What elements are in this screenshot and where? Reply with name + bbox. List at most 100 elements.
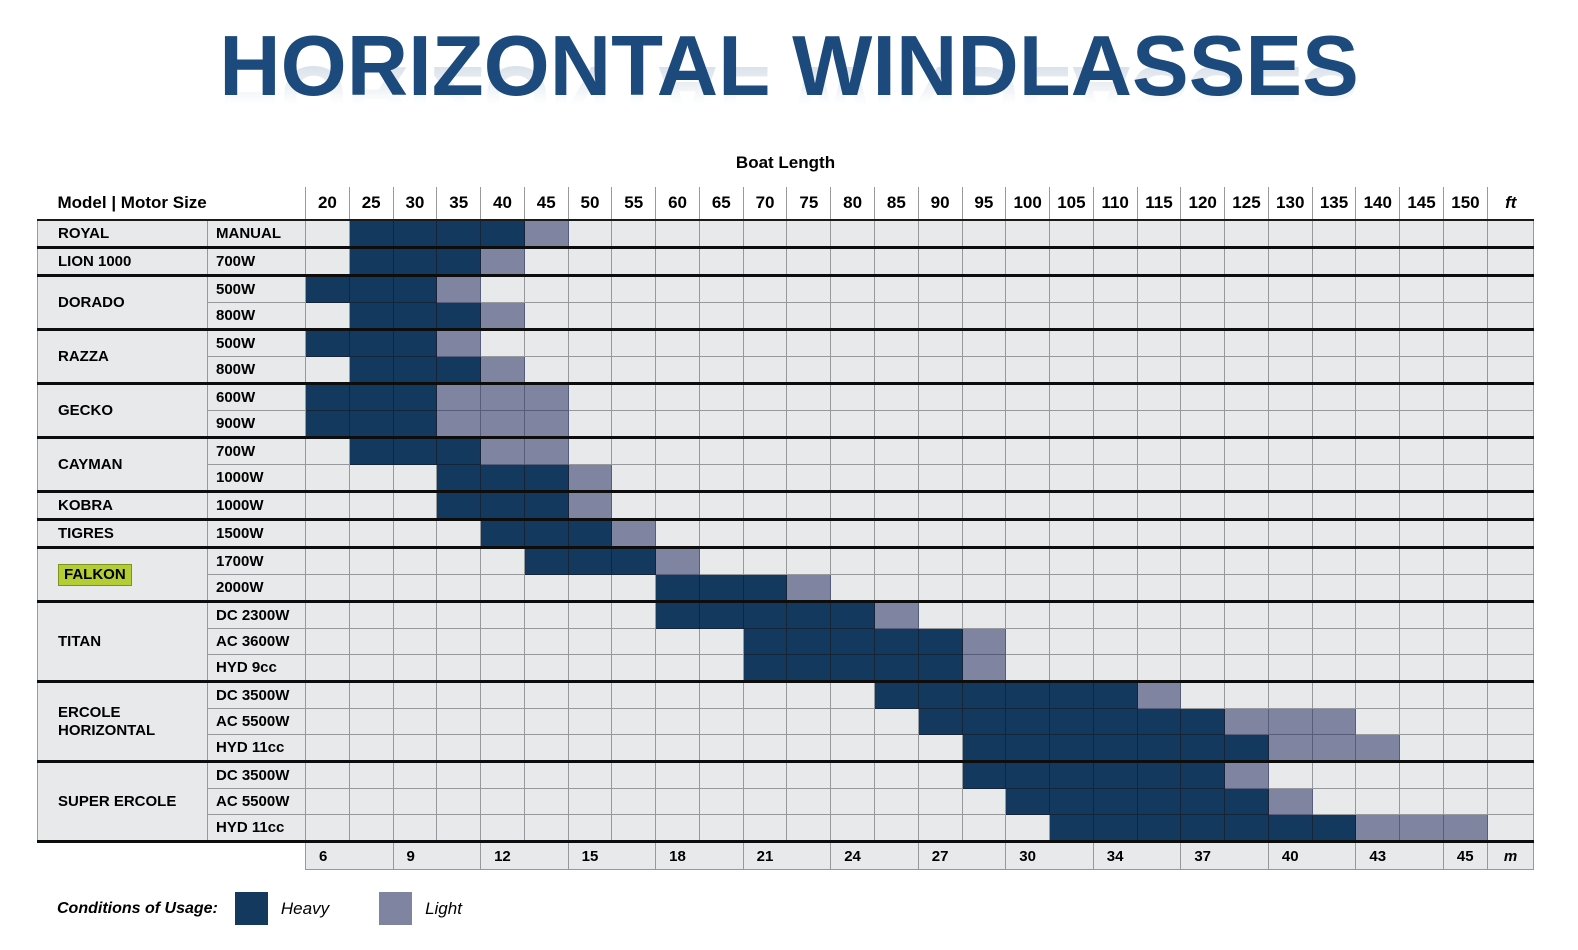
usage-cell-empty	[348, 464, 394, 493]
row-razza-500w: RAZZA 500W	[37, 329, 1534, 385]
usage-cell-empty	[1442, 734, 1489, 763]
model-label: FALKON	[58, 563, 132, 586]
usage-cell-empty	[1399, 547, 1444, 575]
usage-cell-empty	[742, 437, 788, 465]
usage-cell-empty	[392, 761, 438, 789]
usage-cell-empty	[961, 219, 1007, 249]
usage-cell-empty	[1355, 491, 1401, 521]
usage-cell-empty	[917, 383, 963, 411]
usage-cell-empty	[1049, 383, 1094, 411]
usage-cell-light	[480, 302, 525, 331]
usage-cell-empty	[1399, 437, 1444, 465]
usage-cell-empty	[698, 329, 744, 357]
usage-cell-empty	[698, 219, 744, 249]
usage-cell-empty	[567, 708, 613, 735]
usage-cell-empty	[480, 601, 525, 629]
usage-cell-empty	[1442, 491, 1489, 521]
usage-cell-empty	[1180, 601, 1226, 629]
motor-cell: 1000W	[206, 491, 307, 521]
usage-cell-heavy	[698, 601, 744, 629]
usage-cell-empty	[698, 788, 744, 815]
ft-header-45: 45	[523, 187, 569, 221]
usage-cell-empty	[1355, 601, 1401, 629]
usage-cell-heavy	[830, 654, 875, 683]
usage-cell-empty	[1136, 519, 1182, 549]
usage-cell-empty	[961, 437, 1007, 465]
usage-cell-heavy	[348, 247, 394, 277]
usage-cell-empty	[1005, 601, 1051, 629]
usage-cell-empty	[1442, 788, 1489, 815]
usage-cell-empty	[1267, 383, 1313, 411]
usage-cell-empty	[523, 654, 569, 683]
usage-cell-empty	[961, 329, 1007, 357]
usage-cell-empty	[1442, 519, 1489, 549]
usage-cell-empty	[830, 761, 875, 789]
model-cell: ROYAL	[37, 219, 208, 249]
usage-cell-empty	[1311, 547, 1357, 575]
heavy-label: Heavy	[280, 898, 330, 918]
usage-cell-empty	[1224, 410, 1269, 439]
usage-cell-empty	[1399, 788, 1444, 815]
usage-cell-empty	[655, 491, 700, 521]
usage-cell-empty	[873, 491, 919, 521]
usage-cell-heavy	[1180, 708, 1226, 735]
usage-cell-empty	[1092, 329, 1138, 357]
usage-cell-empty	[1092, 519, 1138, 549]
usage-cell-heavy	[305, 383, 350, 411]
usage-cell-empty	[1487, 814, 1534, 843]
usage-cell-empty	[1487, 356, 1534, 385]
usage-cell-empty	[786, 464, 832, 493]
usage-cell-empty	[1180, 681, 1226, 709]
usage-cell-empty	[961, 410, 1007, 439]
usage-cell-empty	[742, 734, 788, 763]
usage-cell-empty	[1049, 601, 1094, 629]
usage-cell-heavy	[436, 464, 482, 493]
usage-cell-empty	[348, 734, 394, 763]
usage-cell-light	[611, 519, 657, 549]
usage-cell-heavy	[1092, 761, 1138, 789]
ft-header-140: 140	[1355, 187, 1400, 221]
usage-cell-light	[873, 601, 919, 629]
usage-cell-empty	[611, 356, 657, 385]
usage-cell-empty	[567, 275, 613, 303]
usage-cell-empty	[1399, 329, 1444, 357]
usage-cell-light	[480, 437, 525, 465]
usage-cell-heavy	[436, 247, 482, 277]
usage-cell-empty	[523, 574, 569, 603]
usage-cell-heavy	[436, 219, 482, 249]
usage-cell-empty	[742, 788, 788, 815]
usage-cell-empty	[348, 574, 394, 603]
model-cell: DORADO	[37, 275, 208, 331]
meter-label-6: 6	[305, 841, 394, 870]
usage-cell-heavy	[1136, 734, 1182, 763]
motor-cell: AC 5500W	[206, 708, 307, 735]
usage-cell-light	[1224, 761, 1269, 789]
usage-cell-empty	[1005, 628, 1051, 655]
usage-cell-empty	[436, 761, 482, 789]
usage-cell-empty	[1311, 247, 1357, 277]
usage-cell-empty	[1267, 275, 1313, 303]
usage-cell-empty	[830, 219, 875, 249]
usage-cell-empty	[830, 708, 875, 735]
usage-cell-empty	[961, 302, 1007, 331]
usage-cell-heavy	[1049, 708, 1094, 735]
usage-cell-heavy	[480, 219, 525, 249]
usage-cell-empty	[305, 547, 350, 575]
usage-cell-empty	[873, 410, 919, 439]
usage-cell-empty	[786, 734, 832, 763]
usage-cell-empty	[1224, 275, 1269, 303]
usage-cell-light	[1399, 814, 1444, 843]
usage-cell-empty	[655, 247, 700, 277]
motor-cell: 900W	[206, 410, 307, 439]
usage-cell-heavy	[873, 681, 919, 709]
usage-cell-empty	[523, 601, 569, 629]
usage-cell-heavy	[742, 601, 788, 629]
usage-cell-empty	[1136, 628, 1182, 655]
model-label: KOBRA	[58, 496, 113, 514]
usage-cell-empty	[1136, 383, 1182, 411]
ft-header-115: 115	[1136, 187, 1181, 221]
usage-cell-heavy	[1092, 734, 1138, 763]
usage-cell-empty	[1487, 788, 1534, 815]
usage-cell-empty	[873, 464, 919, 493]
usage-cell-heavy	[1049, 761, 1094, 789]
